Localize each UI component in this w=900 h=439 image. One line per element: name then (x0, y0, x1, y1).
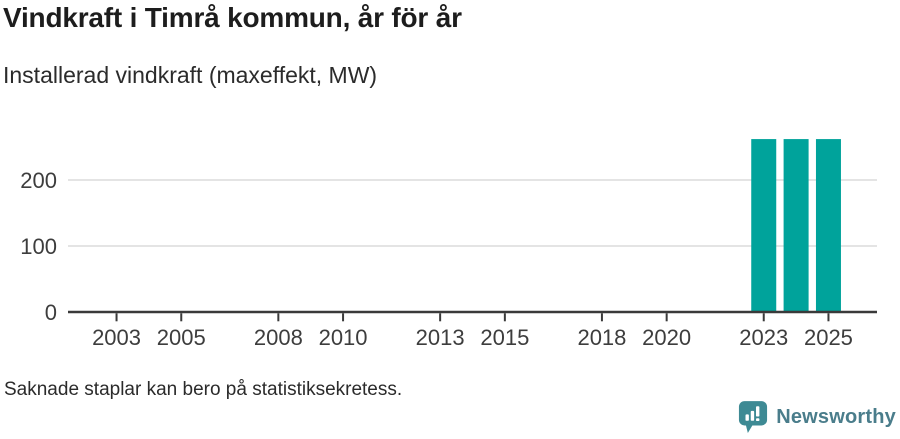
bar-2023 (751, 139, 777, 312)
newsworthy-logo-icon (739, 401, 768, 433)
logo-exclamation-bar (756, 406, 760, 417)
x-tick-label-2025: 2025 (804, 325, 853, 350)
x-tick-label-2010: 2010 (319, 325, 368, 350)
bar-2025 (815, 139, 841, 312)
logo-exclamation-dot (756, 418, 760, 422)
y-tick-label-200: 200 (20, 168, 57, 193)
chart-footnote: Saknade staplar kan bero på statistiksek… (4, 379, 403, 400)
x-tick-label-2023: 2023 (739, 325, 788, 350)
x-tick-label-2020: 2020 (642, 325, 691, 350)
newsworthy-logo-text: Newsworthy (776, 405, 896, 428)
logo-bar-short (745, 414, 750, 421)
x-tick-label-2005: 2005 (157, 325, 206, 350)
logo-bar-medium (750, 410, 755, 421)
x-tick-label-2018: 2018 (577, 325, 626, 350)
page-title: Vindkraft i Timrå kommun, år för år (3, 2, 462, 33)
x-tick-label-2003: 2003 (92, 325, 141, 350)
bar-2024 (783, 139, 809, 312)
x-tick-label-2015: 2015 (480, 325, 529, 350)
x-tick-label-2013: 2013 (416, 325, 465, 350)
y-tick-label-0: 0 (45, 300, 57, 325)
y-tick-label-100: 100 (20, 234, 57, 259)
x-tick-label-2008: 2008 (254, 325, 303, 350)
newsworthy-logo: Newsworthy (738, 401, 896, 433)
chart-subtitle: Installerad vindkraft (maxeffekt, MW) (3, 62, 378, 88)
logo-bubble-tail (745, 423, 754, 433)
